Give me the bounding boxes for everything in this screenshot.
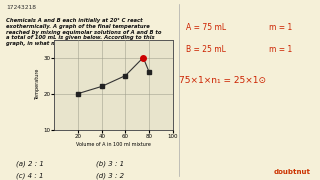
X-axis label: Volume of A in 100 ml mixture: Volume of A in 100 ml mixture: [76, 141, 151, 147]
Text: 75×1×n₁ = 25×1⊙: 75×1×n₁ = 25×1⊙: [179, 76, 266, 85]
Y-axis label: Temperature: Temperature: [36, 69, 40, 100]
Text: 17243218: 17243218: [6, 5, 36, 10]
Text: (a) 2 : 1: (a) 2 : 1: [16, 160, 44, 167]
Text: doubtnut: doubtnut: [273, 169, 310, 175]
Text: m = 1: m = 1: [269, 45, 292, 54]
Text: Chemicals A and B each initially at 20° C react
exothermically. A graph of the f: Chemicals A and B each initially at 20° …: [6, 18, 162, 46]
Text: m = 1: m = 1: [269, 23, 292, 32]
Text: B = 25 mL: B = 25 mL: [186, 45, 226, 54]
Text: (c) 4 : 1: (c) 4 : 1: [16, 173, 44, 179]
Text: (b) 3 : 1: (b) 3 : 1: [96, 160, 124, 167]
Text: (d) 3 : 2: (d) 3 : 2: [96, 173, 124, 179]
Text: A = 75 mL: A = 75 mL: [186, 23, 226, 32]
